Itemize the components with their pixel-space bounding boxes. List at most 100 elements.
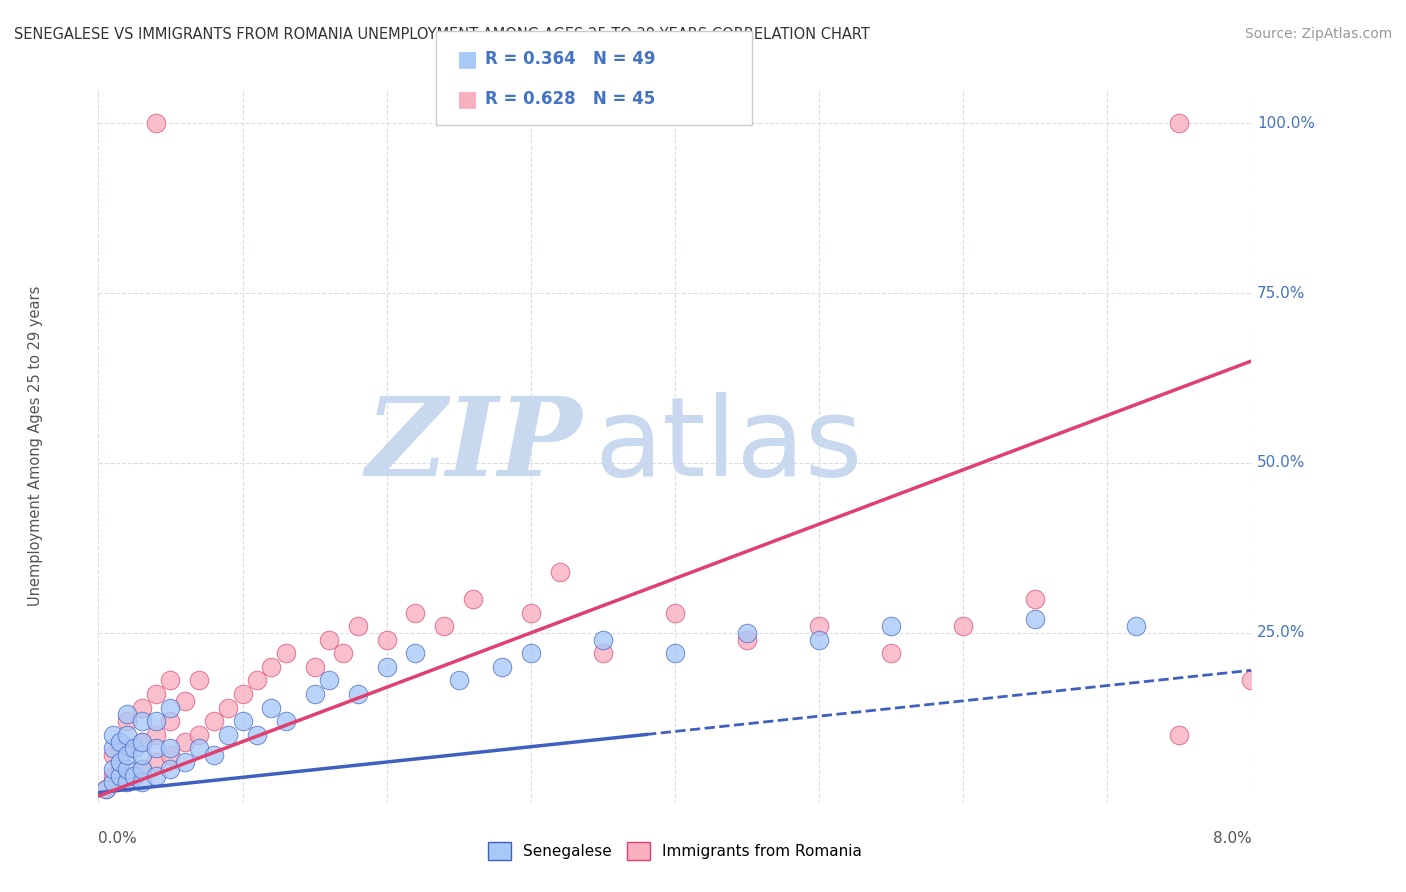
Point <box>159 714 181 729</box>
Point <box>1168 728 1191 742</box>
Point <box>246 673 269 688</box>
Point <box>548 565 571 579</box>
Point <box>145 728 167 742</box>
Point <box>131 762 153 776</box>
Point <box>159 741 181 756</box>
Point <box>808 632 831 647</box>
Point <box>520 606 543 620</box>
Point <box>117 748 139 763</box>
Point <box>124 769 146 783</box>
Point <box>318 632 340 647</box>
Point <box>131 714 153 729</box>
Point <box>101 775 124 789</box>
Point <box>145 714 167 729</box>
Point <box>520 646 543 660</box>
Point <box>108 769 131 783</box>
Point <box>159 748 181 763</box>
Point <box>952 619 974 633</box>
Point <box>159 673 181 688</box>
Point <box>117 728 139 742</box>
Point <box>117 762 139 776</box>
Legend: Senegalese, Immigrants from Romania: Senegalese, Immigrants from Romania <box>482 836 868 866</box>
Point <box>117 707 139 722</box>
Text: R = 0.628   N = 45: R = 0.628 N = 45 <box>485 90 655 108</box>
Point <box>145 687 167 701</box>
Point <box>145 755 167 769</box>
Point <box>159 762 181 776</box>
Text: R = 0.364   N = 49: R = 0.364 N = 49 <box>485 51 655 69</box>
Point <box>101 769 124 783</box>
Point <box>332 646 354 660</box>
Text: 100.0%: 100.0% <box>1257 116 1315 131</box>
Point <box>405 646 427 660</box>
Text: 75.0%: 75.0% <box>1257 285 1306 301</box>
Point <box>117 769 139 783</box>
Point <box>260 700 283 714</box>
Point <box>375 632 398 647</box>
Point <box>202 748 225 763</box>
Point <box>433 619 456 633</box>
Point <box>101 762 124 776</box>
Point <box>131 734 153 748</box>
Point <box>131 775 153 789</box>
Point <box>735 632 758 647</box>
Point <box>101 728 124 742</box>
Point <box>131 734 153 748</box>
Point <box>447 673 470 688</box>
Point <box>808 619 831 633</box>
Text: ZIP: ZIP <box>366 392 582 500</box>
Point <box>108 734 131 748</box>
Text: ■: ■ <box>457 49 478 70</box>
Point <box>1024 591 1046 606</box>
Point <box>145 116 167 130</box>
Point <box>131 748 153 763</box>
Point <box>1125 619 1147 633</box>
Point <box>94 782 117 797</box>
Point <box>131 700 153 714</box>
Point <box>1168 116 1191 130</box>
Point <box>145 741 167 756</box>
Point <box>124 741 146 756</box>
Text: Unemployment Among Ages 25 to 29 years: Unemployment Among Ages 25 to 29 years <box>28 285 42 607</box>
Text: 0.0%: 0.0% <box>98 831 138 847</box>
Point <box>108 755 131 769</box>
Text: SENEGALESE VS IMMIGRANTS FROM ROMANIA UNEMPLOYMENT AMONG AGES 25 TO 29 YEARS COR: SENEGALESE VS IMMIGRANTS FROM ROMANIA UN… <box>14 27 870 42</box>
Text: 50.0%: 50.0% <box>1257 456 1306 470</box>
Point <box>664 606 686 620</box>
Point <box>117 775 139 789</box>
Point <box>217 700 239 714</box>
Point <box>304 687 326 701</box>
Text: Source: ZipAtlas.com: Source: ZipAtlas.com <box>1244 27 1392 41</box>
Point <box>174 734 197 748</box>
Point <box>592 632 614 647</box>
Text: 8.0%: 8.0% <box>1212 831 1251 847</box>
Point <box>346 619 368 633</box>
Point <box>260 660 283 674</box>
Point <box>94 782 117 797</box>
Point <box>735 626 758 640</box>
Point <box>174 694 197 708</box>
Point <box>159 700 181 714</box>
Point <box>101 741 124 756</box>
Point <box>880 619 903 633</box>
Point <box>1240 673 1263 688</box>
Point <box>117 741 139 756</box>
Text: atlas: atlas <box>595 392 863 500</box>
Point <box>461 591 484 606</box>
Point <box>1024 612 1046 626</box>
Text: ■: ■ <box>457 89 478 109</box>
Point <box>405 606 427 620</box>
Point <box>664 646 686 660</box>
Point <box>491 660 513 674</box>
Point <box>304 660 326 674</box>
Point <box>188 741 211 756</box>
Point <box>174 755 197 769</box>
Point <box>117 714 139 729</box>
Point <box>346 687 368 701</box>
Point <box>880 646 903 660</box>
Point <box>145 769 167 783</box>
Point <box>131 762 153 776</box>
Point <box>188 728 211 742</box>
Point <box>101 748 124 763</box>
Point <box>188 673 211 688</box>
